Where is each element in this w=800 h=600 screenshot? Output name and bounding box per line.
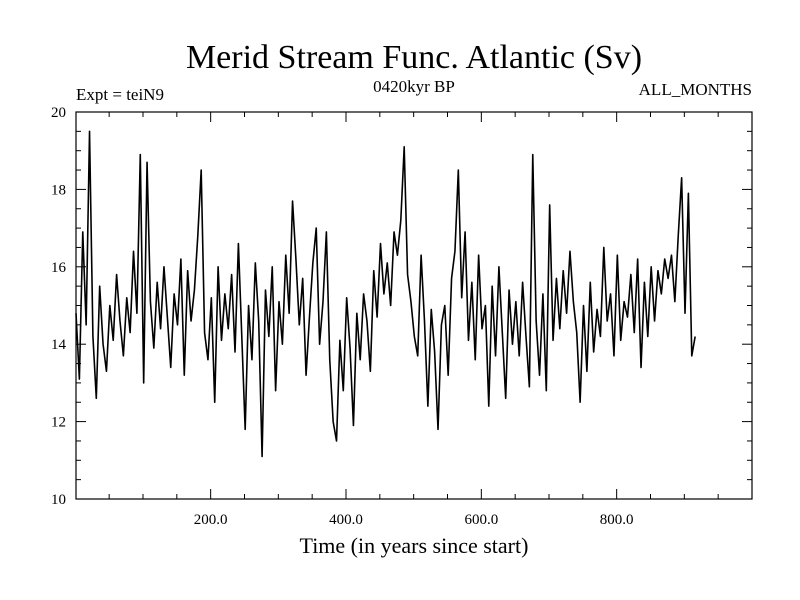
plot-frame [75, 111, 753, 500]
chart-title: Merid Stream Func. Atlantic (Sv) [186, 39, 642, 76]
y-tick-label-18: 18 [51, 182, 66, 198]
x-tick-label-600-0: 600.0 [464, 512, 498, 528]
x-tick-label-800-0: 800.0 [600, 512, 634, 528]
series-line [75, 130, 696, 458]
subtitle-experiment: Expt = teiN9 [76, 85, 164, 104]
y-tick-label-14: 14 [51, 337, 67, 353]
y-tick-label-20: 20 [51, 105, 66, 121]
x-axis-label: Time (in years since start) [300, 533, 529, 558]
subtitle-months: ALL_MONTHS [639, 80, 752, 99]
y-tick-label-12: 12 [51, 415, 66, 431]
x-tick-label-200-0: 200.0 [194, 512, 228, 528]
y-tick-label-10: 10 [51, 492, 66, 508]
x-axis: 200.0 400.0 600.0 800.0 [108, 112, 719, 528]
x-tick-label-400-0: 400.0 [329, 512, 363, 528]
y-tick-label-16: 16 [51, 260, 67, 276]
subtitle-period: 0420kyr BP [373, 77, 455, 96]
y-axis: 10 12 14 16 18 20 [51, 105, 752, 508]
